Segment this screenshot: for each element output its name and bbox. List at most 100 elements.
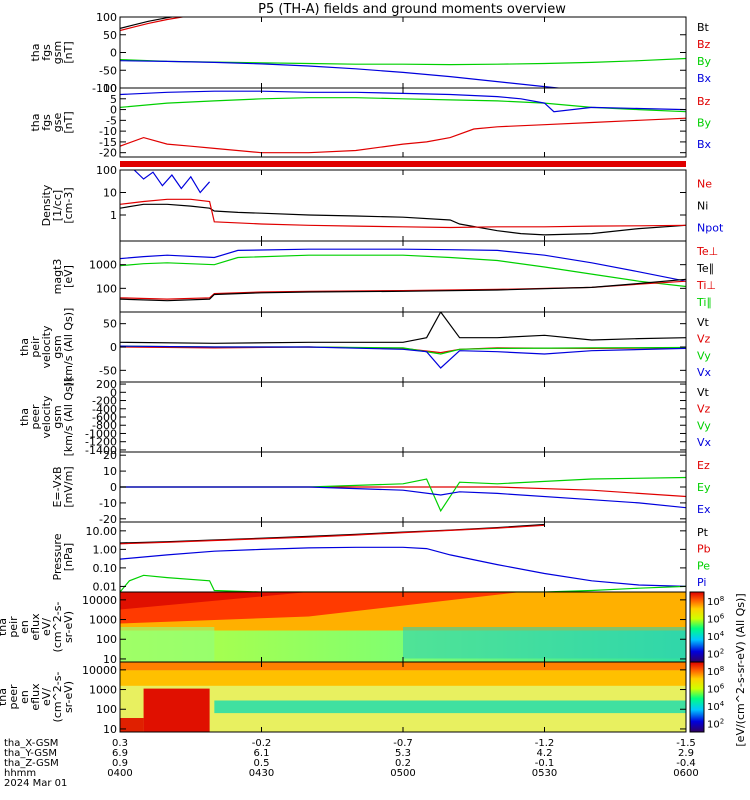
ytick-label-fgs_gse: 5 [110,93,117,106]
ylabel-peir_spec: eflux [29,613,42,641]
xaxis-row-value: 0.2 [395,758,411,769]
ytick-label-peir_velocity: 0 [110,341,117,354]
xaxis-row-value: 0.5 [254,758,270,769]
ytick-label-peer_velocity: 200 [96,378,117,391]
xaxis-row-value: -0.2 [252,738,272,749]
ytick-label-peer_spec: 100 [96,703,117,716]
frame-fgs_gsm [119,16,687,89]
ytick-label-efield: -10 [99,497,117,510]
series-efield-Ez [120,486,686,498]
legend-density: Npot [697,222,724,235]
series-efield-Ey [120,476,686,513]
spectrogram-peer_spec [120,662,686,732]
ytick-label-peir_velocity: -50 [99,364,117,377]
ytick-label-density: 10 [103,187,117,200]
legend-peir_velocity: Vx [697,366,712,379]
xaxis-row-value: 0430 [249,768,274,779]
ylabel-peer_spec: eflux [29,683,42,711]
legend-pressure: Pb [697,543,711,556]
ytick-label-peer_velocity: -600 [92,411,117,424]
ylabel-peer_velocity: gsm [51,405,64,428]
series-fgs_gsm-By [120,57,686,66]
ylabel-peir_velocity: gsm [51,335,64,358]
ylabel-fgs_gsm: gsm [51,41,64,64]
xaxis-row-value: -1.5 [676,738,696,749]
ytick-label-pressure: 10.00 [86,525,118,538]
ytick-label-pressure: 0.10 [93,562,118,575]
xaxis-row-label: tha_Y-GSM [4,748,57,759]
xaxis-row-value: 0.9 [112,758,128,769]
series-temperature-Ti⊥ [120,248,686,282]
separator-bar [120,161,686,167]
ytick-label-peir_spec: 1000 [89,614,117,627]
legend-peir_velocity: Vy [697,349,711,362]
ytick-label-peer_velocity: -800 [92,419,117,432]
xaxis-row-value: 0.3 [112,738,128,749]
legend-fgs_gse: Bz [697,95,711,108]
legend-pressure: Pi [697,576,706,589]
ylabel-fgs_gsm: [nT] [62,41,75,63]
ylabel-peer_spec: peer [7,684,20,710]
legend-fgs_gsm: By [697,55,712,68]
ylabel-pressure: Pressure [51,533,64,580]
ylabel-peer_spec: (cm^2-s- [51,672,64,723]
xaxis-row-value: 6.1 [254,748,270,759]
ytick-label-pressure: 0.01 [93,580,118,593]
xaxis-row-value: -0.1 [535,758,555,769]
ylabel-peer_velocity: [km/s (All Qs)] [62,378,75,457]
ytick-label-fgs_gsm: -50 [99,64,117,77]
ylabel-peer_velocity: velocity [40,395,53,438]
panels-group: 100500-50-100thafgsgsm[nT]BtBzByBx1050-5… [0,11,724,736]
ytick-label-efield: -20 [99,513,117,526]
ytick-label-peer_spec: 10000 [82,664,117,677]
panel-peer_spec: 10000 1000 100 10 thapeerenefluxeV/(cm^2-s-s… [0,661,687,736]
ytick-label-fgs_gse: -5 [106,114,117,127]
ylabel-peer_spec: tha [0,688,9,706]
xaxis-row-value: -0.7 [393,738,413,749]
ylabel-fgs_gsm: fgs [40,44,53,61]
legend-fgs_gsm: Bx [697,72,712,85]
xaxis-row-value: 0400 [107,768,132,779]
ytick-label-fgs_gse: -10 [99,125,117,138]
series-fgs_gsm-Bt [120,17,177,29]
legend-peir_velocity: Vz [697,333,711,346]
ytick-label-efield: 10 [103,465,117,478]
legend-pressure: Pe [697,559,710,572]
ylabel-peir_spec: en [18,620,31,634]
series-density-Npot [133,170,211,194]
ylabel-efield: [mV/m] [62,466,75,507]
series-pressure-Pt [120,523,545,544]
colorbar-peir_spec [689,591,705,663]
figure-title: P5 (TH-A) fields and ground moments over… [258,2,566,17]
colorbar-tick-peer_spec: 102 [707,717,724,730]
legend-efield: Ey [697,481,711,494]
ytick-label-peer_velocity: -1200 [85,436,117,449]
panel-peir_spec: 10000 1000 100 10 thapeirenefluxeV/(cm^2-s-s… [0,591,687,666]
legend-fgs_gse: By [697,117,712,130]
colorbar-tick-peer_spec: 104 [707,700,725,713]
ytick-label-temperature: 100 [96,282,117,295]
ytick-label-density: 1 [110,209,117,222]
series-pressure-Pi [120,546,686,587]
xaxis-row-label: tha_X-GSM [4,738,58,749]
legend-temperature: Ti∥ [696,296,712,309]
series-density-Ne [120,198,686,229]
series-efield-Ex [120,486,686,509]
ylabel-pressure: [nPa] [62,543,75,571]
series-fgs_gse-By [120,97,686,113]
colorbar-peer_spec [689,661,705,733]
xaxis-row-value: 0600 [673,768,698,779]
xaxis-row-value: 4.2 [537,748,553,759]
ytick-label-fgs_gse: -15 [99,136,117,149]
ytick-label-fgs_gsm: 50 [103,29,117,42]
ylabel-fgs_gse: fgs [40,114,53,131]
ylabel-density: Density [40,184,53,226]
series-density-Ni [120,203,686,236]
series-pressure-Pe [120,574,686,592]
ylabel-peir_spec: tha [0,618,9,636]
legend-peer_velocity: Vx [697,436,712,449]
